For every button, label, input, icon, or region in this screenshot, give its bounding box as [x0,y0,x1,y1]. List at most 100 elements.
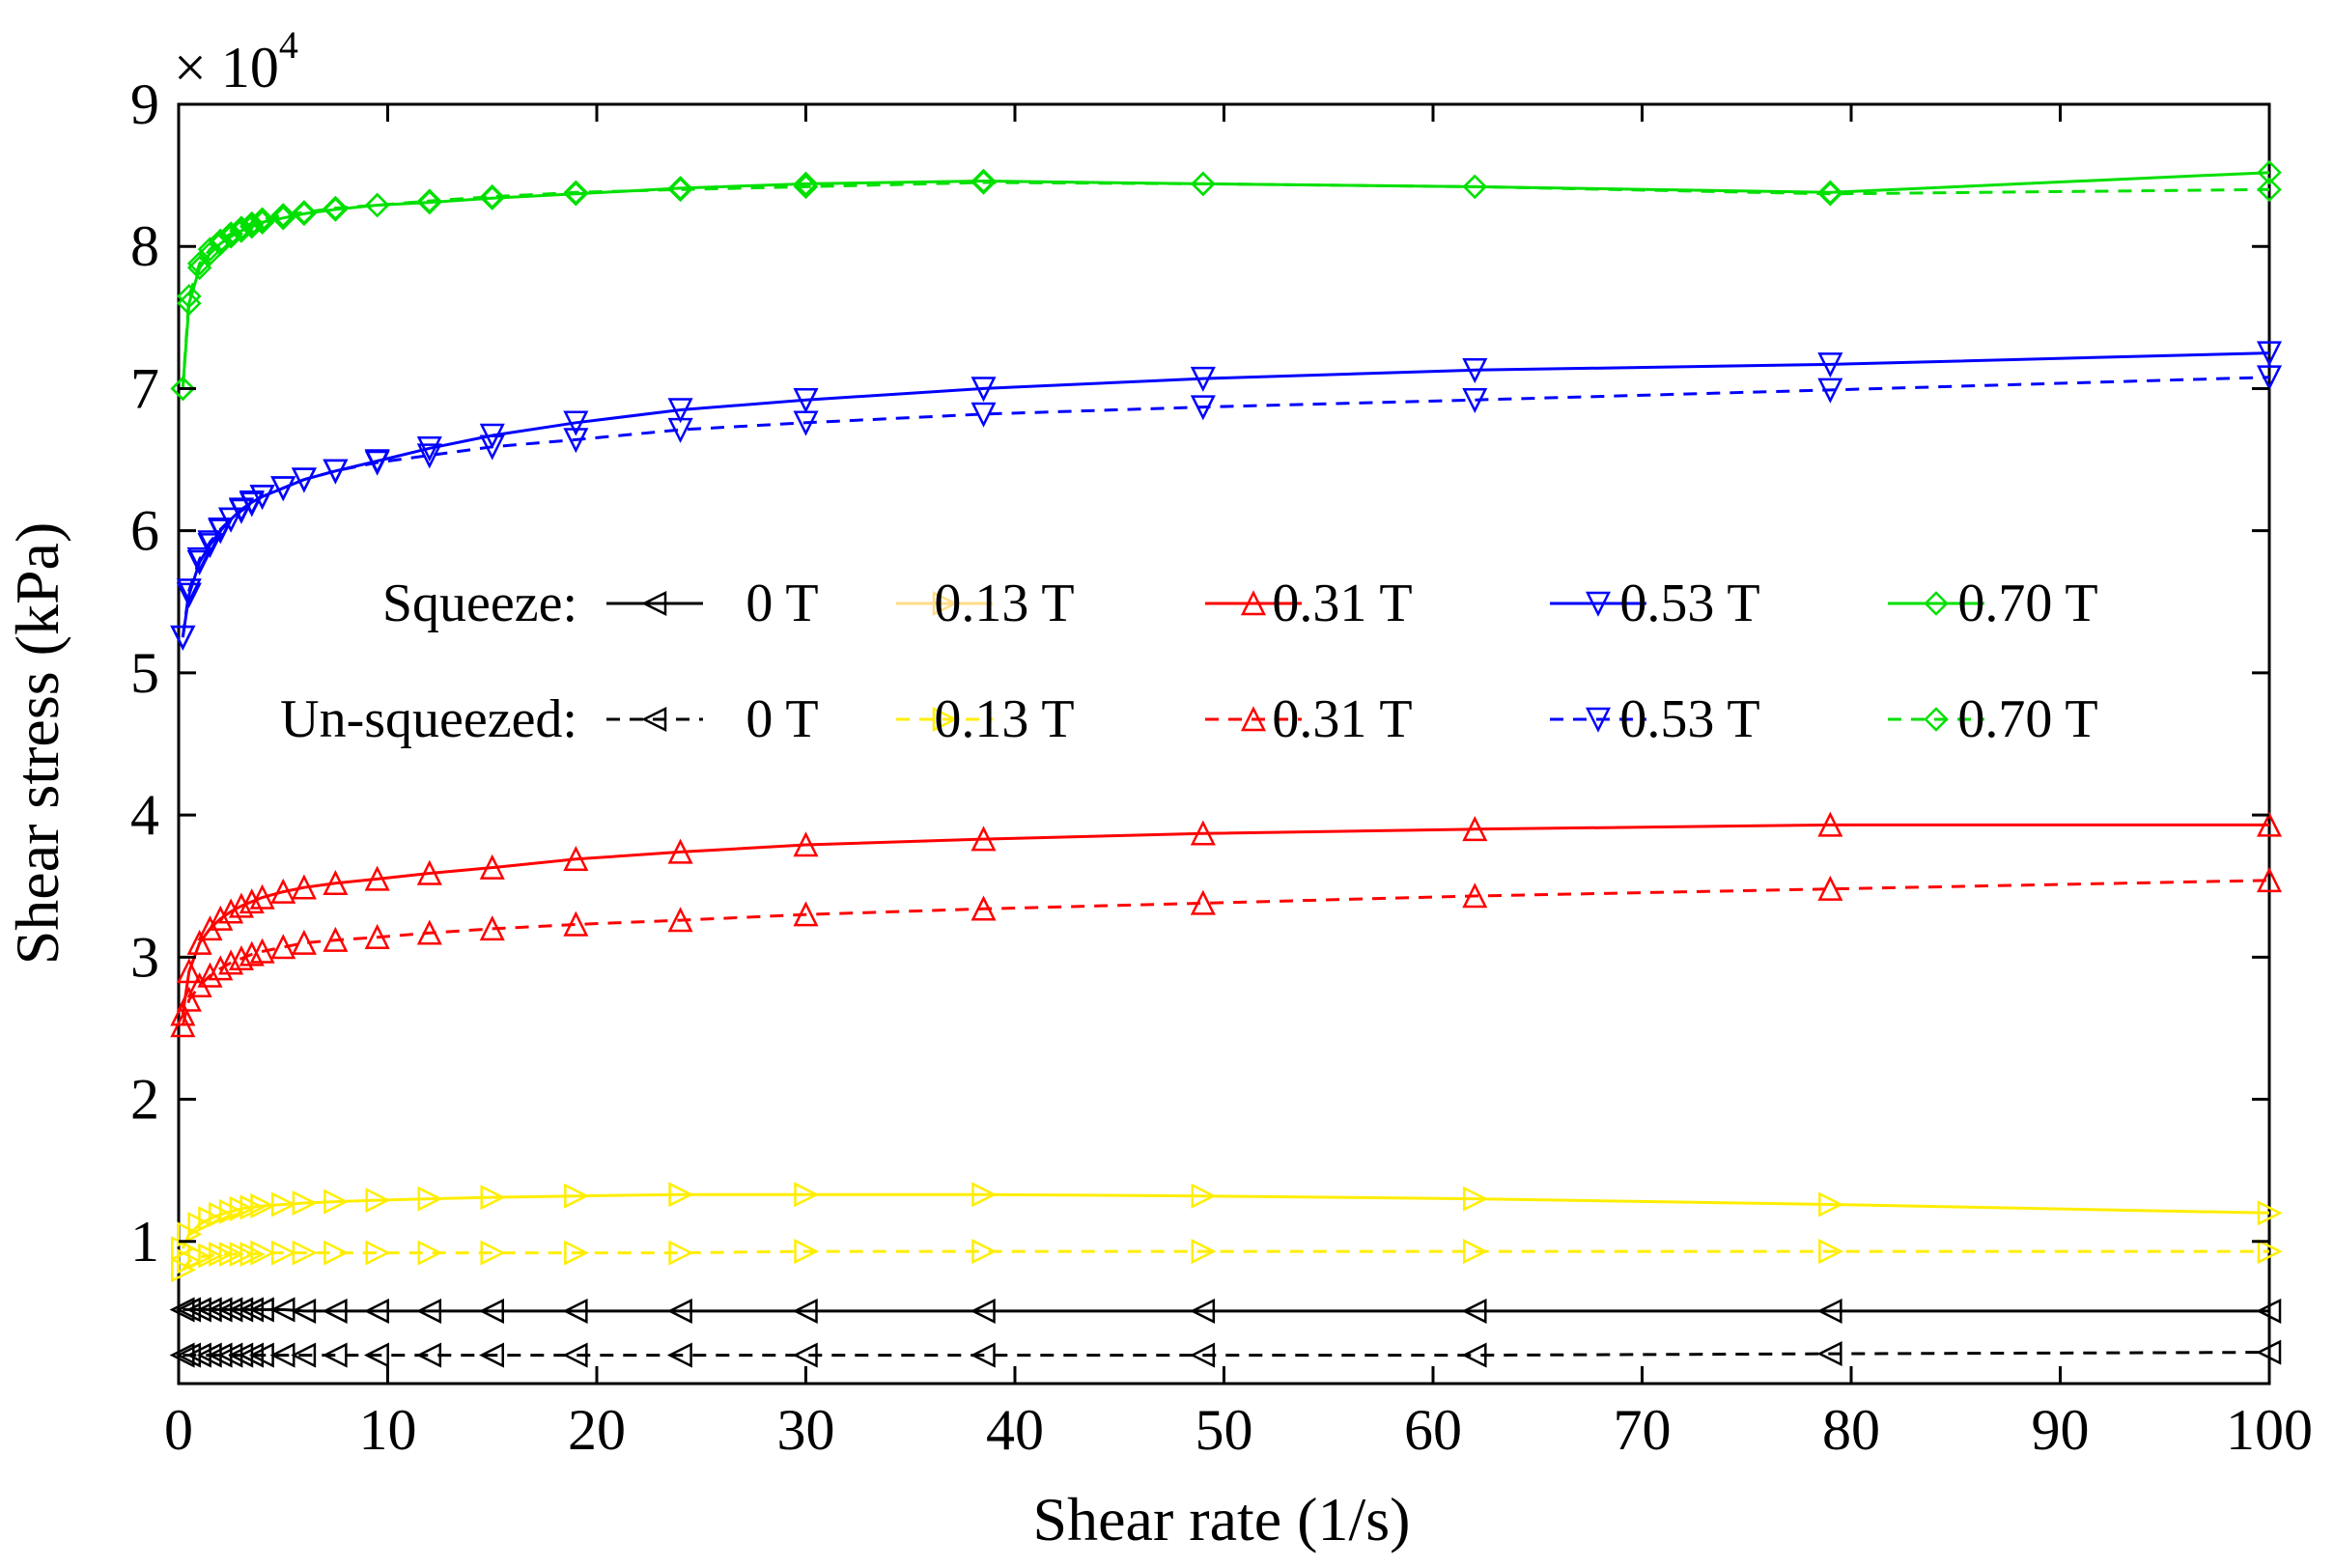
data-point [365,1188,391,1214]
axes-layer: 0 10 20 30 40 50 60 70 80 90 100 1 2 3 4 5 6 7 8 9 [130,72,2313,1462]
data-point [562,1342,588,1368]
data-point [364,865,390,891]
data-point [1463,1239,1489,1265]
data-point [479,434,505,461]
data-point [177,283,202,309]
data-point [292,1240,318,1266]
legend-swatch-marker [1585,707,1612,733]
series-line [181,181,2270,389]
data-point [208,905,234,931]
data-point [228,892,254,918]
plot-area [177,102,2271,1386]
data-point [176,582,202,608]
data-point [794,1182,820,1208]
data-point [292,200,317,225]
data-point [364,192,390,218]
data-point [197,237,223,262]
series-squeeze-031T [170,811,2283,1026]
y-tick-label: 9 [130,72,159,136]
data-point [2256,1339,2282,1365]
data-point [668,1240,694,1266]
data-point [250,1192,276,1218]
series-squeeze-013T [171,1182,2283,1262]
data-point [291,1298,317,1324]
data-point [1462,387,1488,414]
legend-swatch-marker [932,590,958,617]
data-point [218,221,243,246]
data-point [1190,889,1216,915]
x-tick-label: 0 [164,1398,193,1462]
data-point [1816,1341,1842,1367]
data-point [323,1189,350,1215]
legend-entry-label: 0.13 T [934,689,1074,749]
data-point [2257,159,2282,185]
series-un-squeezed-0T [169,1339,2282,1368]
data-point [323,869,349,896]
data-point [239,491,265,518]
data-point [666,1298,692,1324]
y-tick-label: 6 [130,499,159,563]
data-point [970,170,997,195]
data-point [249,883,275,910]
data-point [186,251,212,276]
data-point [668,1182,694,1208]
data-point [1190,1342,1216,1368]
data-point [186,546,212,573]
data-point [229,215,254,240]
data-point [478,1342,504,1368]
data-point [971,1182,998,1208]
data-point [218,898,244,924]
x-tick-label: 20 [568,1398,626,1462]
data-point [176,958,202,984]
data-point [249,207,275,233]
data-point [363,1342,389,1368]
data-point [416,436,442,462]
data-point [270,934,296,960]
data-point [1190,366,1216,392]
legend-row-label: Un-squeezed: [280,689,577,749]
data-point [270,476,296,502]
series-line [181,823,2269,1015]
data-point [792,1342,818,1368]
data-point [239,888,265,914]
series-line [183,1351,2270,1358]
y-tick-label: 5 [130,641,159,705]
data-point [667,398,693,424]
data-point [793,174,819,200]
x-tick-label: 100 [2226,1398,2313,1462]
legend-entry-label: 0.53 T [1619,689,1759,749]
data-point [1462,174,1488,200]
y-tick-label: 7 [130,356,159,420]
data-point [970,826,997,852]
data-point [1461,1342,1487,1368]
data-point [667,838,693,864]
series-un-squeezed-070T [170,170,2282,402]
data-point [2256,811,2283,837]
data-point [1191,171,1216,197]
data-point [291,1342,317,1368]
data-point [169,1297,195,1323]
data-point [417,188,442,213]
data-point [249,938,275,964]
data-point [365,1240,391,1266]
data-point [171,1257,197,1283]
data-point [197,530,223,556]
data-point [292,1190,318,1217]
data-point [186,929,212,955]
data-point [970,1342,996,1368]
legend-swatch-marker [1924,707,1949,732]
series-layer [169,159,2283,1368]
series-line [183,1307,2269,1313]
legend-entry-label: 0.13 T [934,574,1074,633]
data-point [218,507,244,533]
data-point [793,901,819,927]
legend-swatch-marker [641,590,667,617]
legend-entry-label: 0 T [745,574,818,633]
legend-row-label: Squeeze: [382,574,577,633]
data-point [238,1342,265,1368]
data-point [667,177,693,203]
data-point [970,377,997,403]
data-point [793,831,819,857]
data-point [271,1240,297,1266]
data-point [793,171,819,197]
